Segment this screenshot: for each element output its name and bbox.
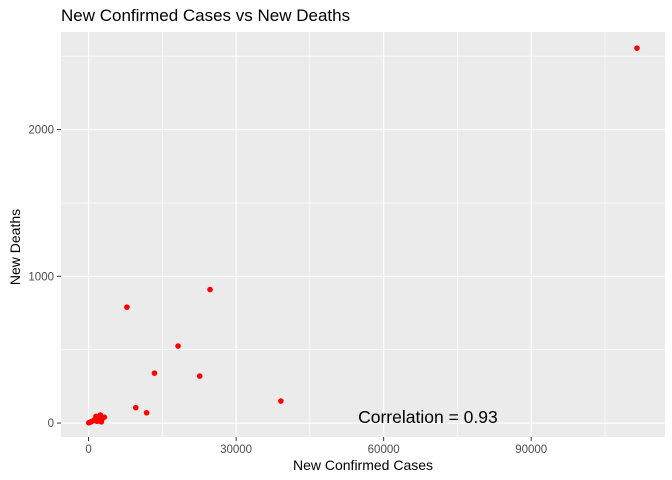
x-axis-ticks: 0 30000 60000 90000 — [85, 437, 547, 456]
x-tick-label: 60000 — [368, 444, 400, 456]
plot-panel — [61, 32, 665, 437]
data-point — [151, 370, 158, 376]
data-point — [124, 304, 130, 310]
x-tick-label: 0 — [85, 444, 91, 456]
major-gridlines — [61, 32, 665, 437]
data-point — [207, 286, 213, 293]
data-point — [278, 398, 284, 404]
x-axis-title: New Confirmed Cases — [293, 457, 433, 473]
data-point — [85, 419, 92, 426]
y-axis-ticks: 0 1000 2000 — [28, 125, 61, 430]
x-tick-label: 90000 — [515, 444, 547, 456]
data-point — [175, 343, 181, 349]
chart-title: New Confirmed Cases vs New Deaths — [61, 6, 351, 25]
y-tick-label: 0 — [48, 418, 54, 430]
y-tick-label: 1000 — [28, 271, 54, 283]
data-point — [634, 45, 640, 51]
x-tick-label: 30000 — [220, 444, 252, 456]
data-point — [94, 418, 100, 425]
minor-gridlines — [61, 32, 665, 437]
data-points — [85, 45, 640, 426]
data-point — [132, 404, 139, 411]
y-tick-label: 2000 — [28, 125, 54, 137]
data-point — [143, 409, 150, 416]
correlation-annotation: Correlation = 0.93 — [358, 407, 498, 427]
data-point — [196, 373, 203, 379]
data-point — [98, 419, 105, 425]
y-axis-title: New Deaths — [7, 209, 23, 285]
